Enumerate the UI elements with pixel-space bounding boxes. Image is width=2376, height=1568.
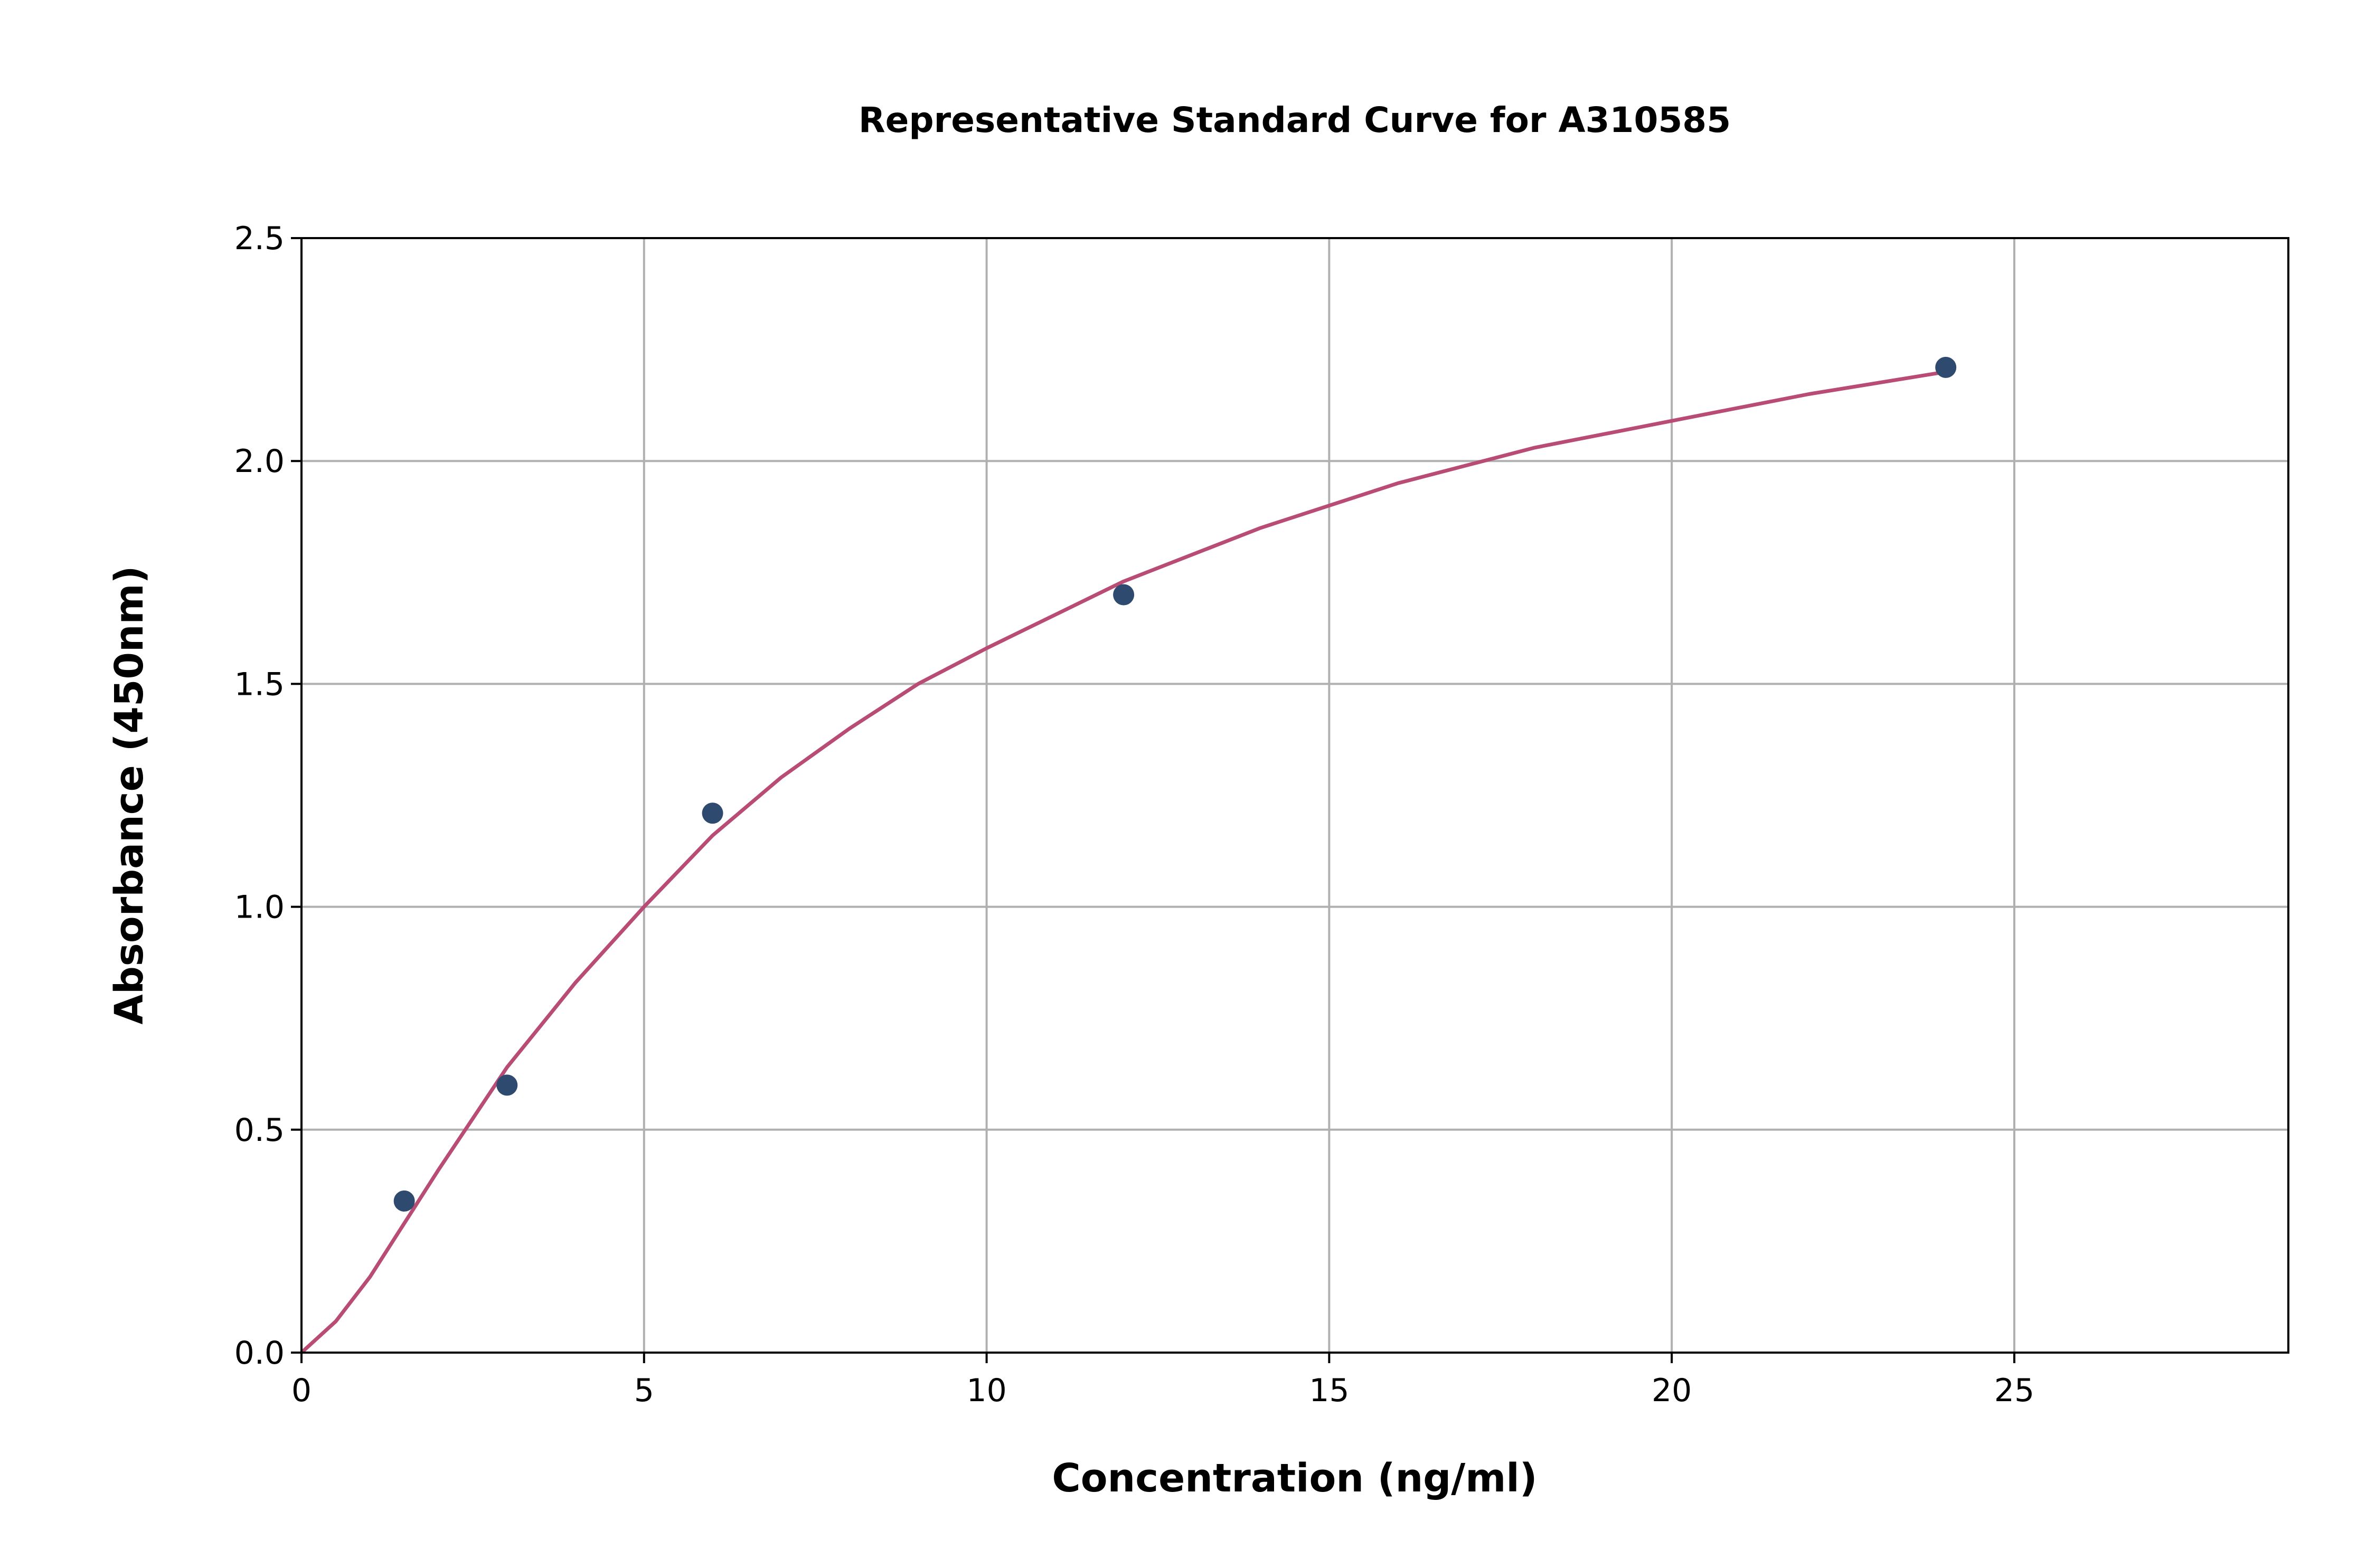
x-tick-label: 15 <box>1309 1372 1349 1409</box>
x-tick-label: 20 <box>1652 1372 1692 1409</box>
y-tick-label: 2.5 <box>234 220 285 257</box>
data-point <box>1935 356 1957 378</box>
y-axis-label: Absorbance (450nm) <box>107 566 152 1025</box>
x-tick-label: 5 <box>634 1372 654 1409</box>
x-tick-label: 10 <box>966 1372 1006 1409</box>
data-point <box>1113 584 1135 606</box>
y-tick-label: 1.5 <box>234 666 285 703</box>
plot-frame <box>300 237 2289 1354</box>
y-tick-label: 1.0 <box>234 889 285 926</box>
x-axis-label: Concentration (ng/ml) <box>1052 1456 1537 1501</box>
x-tick-label: 25 <box>1994 1372 2034 1409</box>
data-point <box>393 1190 415 1212</box>
x-tick-label: 0 <box>291 1372 312 1409</box>
y-tick-label: 2.0 <box>234 443 285 480</box>
fit-curve <box>300 370 1946 1354</box>
y-tick-label: 0.5 <box>234 1112 285 1149</box>
chart-title: Representative Standard Curve for A31058… <box>859 100 1731 140</box>
data-point <box>702 802 723 824</box>
data-point <box>496 1074 518 1096</box>
y-tick-label: 0.0 <box>234 1335 285 1372</box>
